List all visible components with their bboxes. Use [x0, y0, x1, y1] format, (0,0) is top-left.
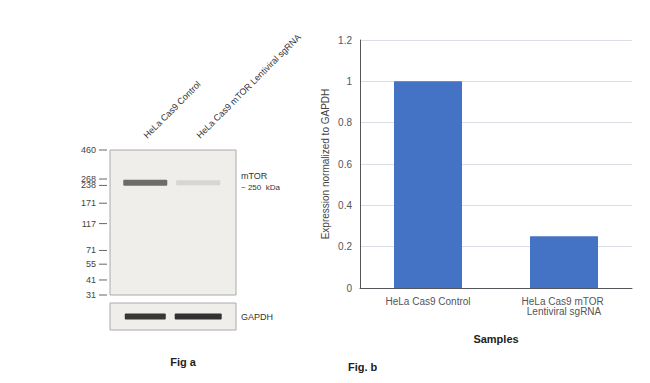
- svg-text:268: 268: [81, 174, 96, 184]
- svg-text:GAPDH: GAPDH: [241, 312, 273, 322]
- svg-text:Fig. b: Fig. b: [348, 361, 378, 373]
- svg-text:HeLa Cas9 mTOR: HeLa Cas9 mTOR: [521, 295, 607, 307]
- svg-text:HeLa Cas9 Control: HeLa Cas9 Control: [385, 296, 470, 307]
- svg-text:0: 0: [346, 283, 352, 294]
- svg-text:Expression normalized to GAPDH: Expression normalized to GAPDH: [320, 89, 331, 240]
- svg-text:238: 238: [81, 180, 96, 190]
- svg-text:0.2: 0.2: [338, 241, 352, 252]
- svg-text:Fig a: Fig a: [170, 356, 197, 368]
- svg-text:~ 250 kDa: ~ 250 kDa: [241, 183, 280, 192]
- svg-text:171: 171: [81, 198, 96, 208]
- svg-text:0.4: 0.4: [338, 200, 352, 211]
- svg-text:HeLa Cas9 mTOR Lentiviral sgRN: HeLa Cas9 mTOR Lentiviral sgRNA: [194, 32, 302, 140]
- svg-text:460: 460: [81, 145, 96, 155]
- svg-text:41: 41: [86, 275, 96, 285]
- svg-text:mTOR: mTOR: [241, 171, 268, 181]
- svg-text:1.2: 1.2: [338, 35, 352, 46]
- svg-text:71: 71: [86, 245, 96, 255]
- svg-text:31: 31: [86, 290, 96, 300]
- svg-text:Samples: Samples: [473, 333, 518, 345]
- svg-text:HeLa Cas9 Control: HeLa Cas9 Control: [142, 79, 203, 140]
- svg-text:55: 55: [86, 259, 96, 269]
- svg-text:0.6: 0.6: [338, 159, 352, 170]
- svg-text:117: 117: [82, 219, 96, 229]
- svg-text:0.8: 0.8: [338, 117, 352, 128]
- svg-text:Lentiviral sgRNA: Lentiviral sgRNA: [527, 306, 602, 317]
- svg-text:1: 1: [346, 76, 352, 87]
